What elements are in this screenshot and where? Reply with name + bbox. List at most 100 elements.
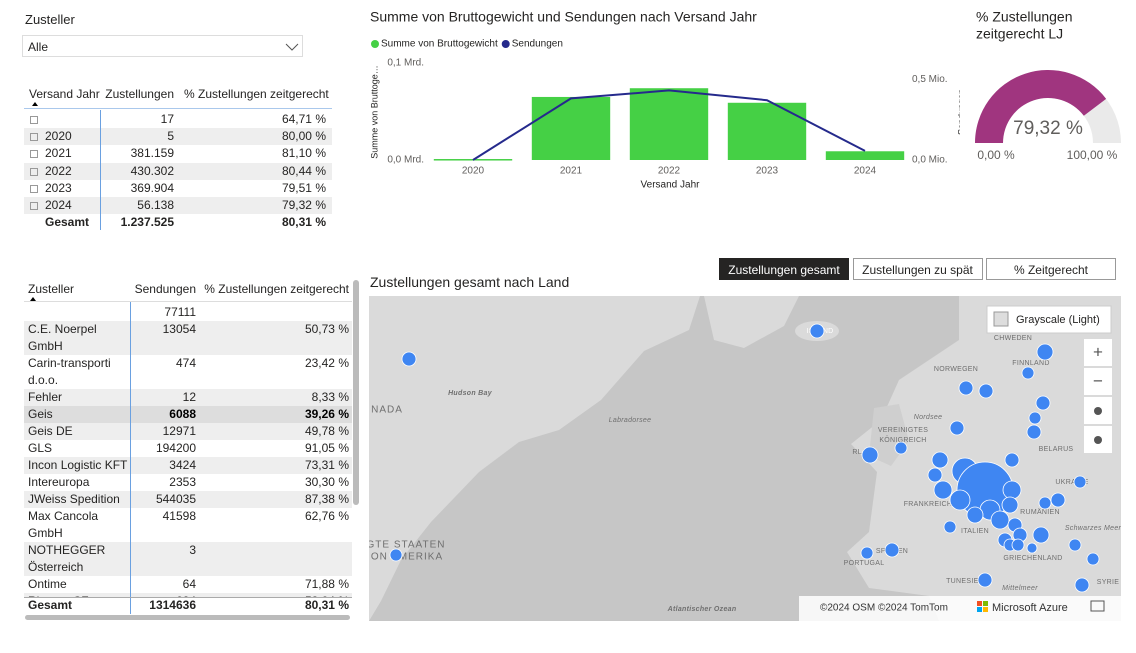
cell: 194200 <box>155 440 196 455</box>
expand-icon[interactable] <box>30 133 38 142</box>
map-label: CHWEDEN <box>994 335 1032 342</box>
scrollbar[interactable] <box>25 615 350 620</box>
location-bubble[interactable] <box>966 506 984 524</box>
map-label: Hudson Bay <box>448 390 493 397</box>
location-bubble[interactable] <box>894 441 908 455</box>
table-row[interactable]: Carin-transporti d.o.o. 474 23,42 % <box>24 355 352 389</box>
style-icon <box>993 311 1009 327</box>
expand-icon[interactable] <box>30 202 38 210</box>
map: ISLANDNORWEGENCHWEDENFINNLANDHudson BayL… <box>369 296 1121 621</box>
tab-button[interactable]: Zustellungen zu spät <box>852 258 983 280</box>
map-label: PORTUGAL <box>844 560 885 567</box>
location-bubble[interactable] <box>1001 496 1019 514</box>
cell: 79,32 % <box>281 198 326 212</box>
cell: 3 <box>189 542 196 557</box>
table-row[interactable]: Incon Logistic KFT 3424 73,31 % <box>24 456 352 474</box>
location-bubble[interactable] <box>1068 538 1082 552</box>
location-bubble[interactable] <box>933 480 953 500</box>
location-bubble[interactable] <box>1002 480 1022 500</box>
table-row[interactable]: GLS 194200 91,05 % <box>24 440 352 457</box>
table-row[interactable]: Fehler 12 8,33 % <box>24 388 352 406</box>
location-bubble[interactable] <box>1011 538 1025 552</box>
location-bubble[interactable] <box>1026 542 1038 554</box>
slicer-dropdown[interactable]: Alle <box>22 35 303 57</box>
map-label: Atlantischer Ozean <box>667 606 737 613</box>
attribution-bar <box>799 596 1121 621</box>
brand-logo <box>983 607 988 612</box>
cell: 50,73 % <box>304 321 349 336</box>
table-row[interactable]: NOTHEGGER Österreich 3 <box>24 541 352 576</box>
map-control[interactable] <box>1084 397 1112 424</box>
location-bubble[interactable] <box>860 546 874 560</box>
location-bubble[interactable] <box>1028 411 1042 425</box>
table-row[interactable]: Geis 6088 39,26 % <box>24 405 352 423</box>
location-bubble[interactable] <box>1074 577 1090 593</box>
x-tick-label: 2021 <box>560 166 583 177</box>
location-bubble[interactable] <box>1035 395 1051 411</box>
location-bubble[interactable] <box>931 451 949 469</box>
tab-button[interactable]: Zustellungen gesamt <box>719 258 849 280</box>
cell: 79,51 % <box>281 180 326 195</box>
cell: 39,26 % <box>304 406 349 421</box>
land <box>704 296 799 348</box>
map-label: NIGTE STAATEN <box>369 540 445 551</box>
cell: 77111 <box>164 305 196 319</box>
tab-button[interactable]: % Zeitgerecht <box>986 258 1116 280</box>
cell: 2023 <box>45 180 72 195</box>
table-row[interactable]: Intereuropa 2353 30,30 % <box>24 474 352 491</box>
map-control[interactable]: + <box>1084 339 1112 366</box>
location-bubble[interactable] <box>1026 424 1042 440</box>
location-bubble[interactable] <box>1050 492 1066 508</box>
location-bubble[interactable] <box>990 510 1010 530</box>
sort-arrow <box>32 102 38 106</box>
location-bubble[interactable] <box>389 548 403 562</box>
location-bubble[interactable] <box>1038 496 1052 510</box>
map-control[interactable]: − <box>1084 368 1112 395</box>
location-bubble[interactable] <box>1004 452 1020 468</box>
table-row[interactable]: Geis DE 12971 49,78 % <box>24 422 352 440</box>
table-row[interactable]: JWeiss Spedition 544035 87,38 % <box>24 490 352 508</box>
location-bubble[interactable] <box>1036 343 1054 361</box>
total-border <box>24 597 352 598</box>
cell: 30,30 % <box>304 474 349 489</box>
location-bubble[interactable] <box>401 351 417 367</box>
location-bubble[interactable] <box>1086 552 1100 566</box>
table-row[interactable]: 77111 <box>24 304 352 321</box>
location-bubble[interactable] <box>943 520 957 534</box>
total-cell: 1.237.525 <box>120 215 174 230</box>
expand-icon[interactable] <box>30 184 38 193</box>
expand-icon[interactable] <box>30 116 38 124</box>
location-bubble[interactable] <box>958 380 974 396</box>
cell: Max Cancola GmbH <box>28 508 99 540</box>
expand-icon[interactable] <box>30 150 38 159</box>
table-row[interactable]: Rhenus CZ624 53,04 % <box>24 592 352 597</box>
location-bubble[interactable] <box>977 572 993 588</box>
location-bubble[interactable] <box>1073 475 1087 489</box>
location-bubble[interactable] <box>978 383 994 399</box>
feedback-icon[interactable] <box>1090 600 1105 612</box>
table-row[interactable]: Ontime 64 71,88 % <box>24 576 352 593</box>
table-row[interactable]: Max Cancola GmbH 41598 62,76 % <box>24 508 352 542</box>
dropdown-arrow <box>285 43 299 51</box>
map-control[interactable] <box>1084 426 1112 453</box>
expand-icon[interactable] <box>30 167 38 176</box>
location-bubble[interactable] <box>927 467 943 483</box>
y2-tick-label: 0,5 Mio. <box>912 74 948 85</box>
location-bubble[interactable] <box>949 489 971 511</box>
location-bubble[interactable] <box>949 420 965 436</box>
scrollbar[interactable] <box>353 280 359 505</box>
table-row[interactable]: C.E. Noerpel GmbH 13054 50,73 % <box>24 320 352 355</box>
cell: 71,88 % <box>304 576 349 591</box>
cell: 64 <box>182 576 196 591</box>
control-icon: + <box>1093 342 1103 361</box>
location-bubble[interactable] <box>884 542 900 558</box>
style-picker[interactable]: Grayscale (Light) <box>986 305 1112 334</box>
cell: 80,44 % <box>281 163 326 178</box>
location-bubble[interactable] <box>1021 366 1035 380</box>
location-bubble[interactable] <box>861 446 879 464</box>
gauge-min-label: 0,00 % <box>977 148 1015 162</box>
cell: Incon Logistic KFT <box>28 457 128 472</box>
location-bubble[interactable] <box>1032 526 1050 544</box>
location-bubble[interactable] <box>809 323 825 339</box>
